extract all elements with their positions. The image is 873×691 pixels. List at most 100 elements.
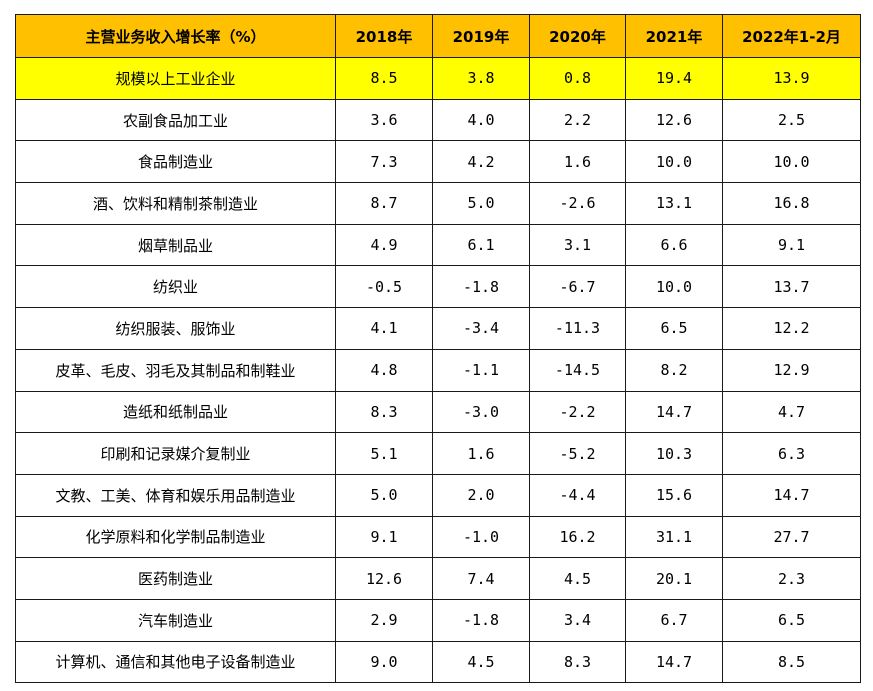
value-cell: 5.0 xyxy=(335,473,433,517)
value-cell: 10.0 xyxy=(722,140,861,184)
value-cell: 4.9 xyxy=(335,223,433,267)
value-cell: 6.5 xyxy=(625,307,723,350)
value-cell: -3.0 xyxy=(432,390,530,434)
table-row: 医药制造业 12.6 7.4 4.5 20.1 2.3 xyxy=(15,557,861,600)
value-cell: 8.5 xyxy=(335,57,433,100)
row-label-cell: 纺织业 xyxy=(15,265,336,309)
row-label-cell: 汽车制造业 xyxy=(15,598,336,642)
header-metric: 主营业务收入增长率（%） xyxy=(15,14,336,58)
value-cell: -4.4 xyxy=(529,473,626,517)
value-cell: 6.1 xyxy=(432,223,530,267)
value-cell: -1.8 xyxy=(432,265,530,309)
value-cell: 12.2 xyxy=(722,307,861,350)
value-cell: -5.2 xyxy=(529,432,626,475)
table-row: 汽车制造业 2.9 -1.8 3.4 6.7 6.5 xyxy=(15,598,861,642)
value-cell: 10.0 xyxy=(625,265,723,309)
value-cell: 1.6 xyxy=(432,432,530,475)
value-cell: 16.8 xyxy=(722,182,861,225)
value-cell: 9.1 xyxy=(722,223,861,267)
value-cell: 4.2 xyxy=(432,140,530,184)
table-row: 食品制造业 7.3 4.2 1.6 10.0 10.0 xyxy=(15,140,861,184)
value-cell: 14.7 xyxy=(625,640,723,684)
table-row: 文教、工美、体育和娱乐用品制造业 5.0 2.0 -4.4 15.6 14.7 xyxy=(15,473,861,517)
row-label-cell: 烟草制品业 xyxy=(15,223,336,267)
value-cell: 7.3 xyxy=(335,140,433,184)
row-label-cell: 化学原料和化学制品制造业 xyxy=(15,515,336,559)
value-cell: 2.0 xyxy=(432,473,530,517)
table-row: 化学原料和化学制品制造业 9.1 -1.0 16.2 31.1 27.7 xyxy=(15,515,861,559)
header-2018: 2018年 xyxy=(335,14,433,58)
value-cell: -1.0 xyxy=(432,515,530,559)
table-row: 皮革、毛皮、羽毛及其制品和制鞋业 4.8 -1.1 -14.5 8.2 12.9 xyxy=(15,348,861,392)
value-cell: 13.1 xyxy=(625,182,723,225)
value-cell: 19.4 xyxy=(625,57,723,100)
header-2021: 2021年 xyxy=(625,14,723,58)
value-cell: 3.6 xyxy=(335,98,433,142)
value-cell: 9.1 xyxy=(335,515,433,559)
value-cell: 12.6 xyxy=(625,98,723,142)
value-cell: 4.7 xyxy=(722,390,861,434)
row-label-cell: 文教、工美、体育和娱乐用品制造业 xyxy=(15,473,336,517)
value-cell: 5.0 xyxy=(432,182,530,225)
value-cell: 4.8 xyxy=(335,348,433,392)
value-cell: 10.3 xyxy=(625,432,723,475)
value-cell: -1.8 xyxy=(432,598,530,642)
value-cell: 31.1 xyxy=(625,515,723,559)
value-cell: 3.8 xyxy=(432,57,530,100)
value-cell: 2.2 xyxy=(529,98,626,142)
value-cell: 3.4 xyxy=(529,598,626,642)
table-header-row: 主营业务收入增长率（%） 2018年 2019年 2020年 2021年 202… xyxy=(15,14,861,58)
value-cell: 14.7 xyxy=(722,473,861,517)
value-cell: 7.4 xyxy=(432,557,530,600)
value-cell: 0.8 xyxy=(529,57,626,100)
value-cell: 2.9 xyxy=(335,598,433,642)
value-cell: 8.2 xyxy=(625,348,723,392)
value-cell: 27.7 xyxy=(722,515,861,559)
table-row: 纺织业 -0.5 -1.8 -6.7 10.0 13.7 xyxy=(15,265,861,309)
value-cell: -14.5 xyxy=(529,348,626,392)
value-cell: 8.7 xyxy=(335,182,433,225)
value-cell: 1.6 xyxy=(529,140,626,184)
value-cell: -1.1 xyxy=(432,348,530,392)
row-label-cell: 计算机、通信和其他电子设备制造业 xyxy=(15,640,336,684)
table-row: 酒、饮料和精制茶制造业 8.7 5.0 -2.6 13.1 16.8 xyxy=(15,182,861,225)
row-label-cell: 印刷和记录媒介复制业 xyxy=(15,432,336,475)
row-label-cell: 造纸和纸制品业 xyxy=(15,390,336,434)
table-body: 规模以上工业企业 8.5 3.8 0.8 19.4 13.9 农副食品加工业 3.6 4.0 2.… xyxy=(15,57,861,684)
table-row: 农副食品加工业 3.6 4.0 2.2 12.6 2.5 xyxy=(15,98,861,142)
table-row: 印刷和记录媒介复制业 5.1 1.6 -5.2 10.3 6.3 xyxy=(15,432,861,475)
value-cell: -3.4 xyxy=(432,307,530,350)
value-cell: 12.9 xyxy=(722,348,861,392)
value-cell: 8.3 xyxy=(335,390,433,434)
value-cell: 16.2 xyxy=(529,515,626,559)
row-label-cell: 纺织服装、服饰业 xyxy=(15,307,336,350)
value-cell: 4.5 xyxy=(529,557,626,600)
value-cell: 6.7 xyxy=(625,598,723,642)
value-cell: 6.3 xyxy=(722,432,861,475)
value-cell: 5.1 xyxy=(335,432,433,475)
table-row: 造纸和纸制品业 8.3 -3.0 -2.2 14.7 4.7 xyxy=(15,390,861,434)
value-cell: 6.6 xyxy=(625,223,723,267)
value-cell: 14.7 xyxy=(625,390,723,434)
table-row: 烟草制品业 4.9 6.1 3.1 6.6 9.1 xyxy=(15,223,861,267)
table-row: 纺织服装、服饰业 4.1 -3.4 -11.3 6.5 12.2 xyxy=(15,307,861,350)
value-cell: -0.5 xyxy=(335,265,433,309)
value-cell: 15.6 xyxy=(625,473,723,517)
value-cell: 4.0 xyxy=(432,98,530,142)
value-cell: 3.1 xyxy=(529,223,626,267)
header-2019: 2019年 xyxy=(432,14,530,58)
row-label-cell: 酒、饮料和精制茶制造业 xyxy=(15,182,336,225)
value-cell: 8.5 xyxy=(722,640,861,684)
value-cell: 9.0 xyxy=(335,640,433,684)
header-2020: 2020年 xyxy=(529,14,626,58)
value-cell: -2.2 xyxy=(529,390,626,434)
value-cell: -11.3 xyxy=(529,307,626,350)
value-cell: -6.7 xyxy=(529,265,626,309)
row-label-cell: 皮革、毛皮、羽毛及其制品和制鞋业 xyxy=(15,348,336,392)
value-cell: 6.5 xyxy=(722,598,861,642)
table-row: 计算机、通信和其他电子设备制造业 9.0 4.5 8.3 14.7 8.5 xyxy=(15,640,861,684)
value-cell: 10.0 xyxy=(625,140,723,184)
row-label-cell: 食品制造业 xyxy=(15,140,336,184)
table-row-total: 规模以上工业企业 8.5 3.8 0.8 19.4 13.9 xyxy=(15,57,861,100)
value-cell: 12.6 xyxy=(335,557,433,600)
